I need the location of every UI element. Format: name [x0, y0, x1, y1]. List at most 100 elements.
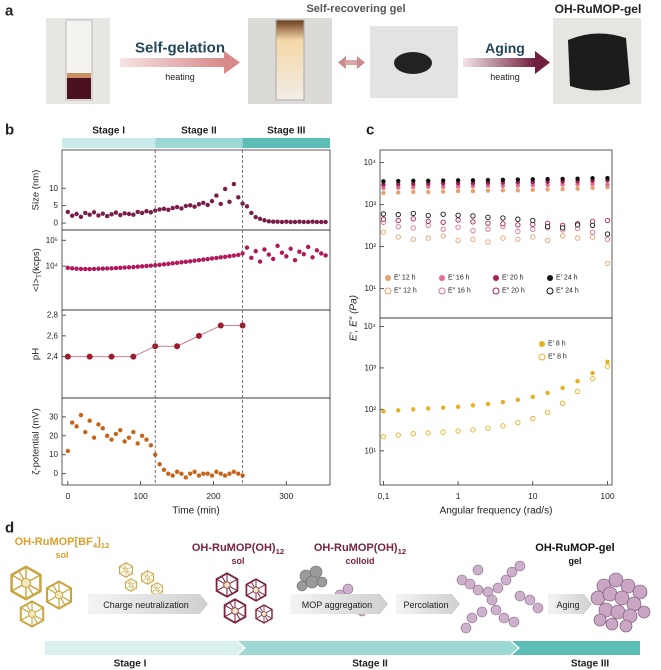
data-point: [74, 211, 79, 217]
text-part: 12: [398, 547, 407, 556]
data-point: [380, 211, 387, 217]
data-point: [148, 443, 154, 448]
data-point: [500, 188, 506, 193]
legend-label: E″ 24 h: [556, 288, 579, 295]
y-tick-label: 2,6: [47, 331, 59, 340]
y-tick-label: 10¹: [364, 446, 376, 455]
y-tick-label: 10¹: [364, 284, 376, 293]
data-point: [530, 394, 535, 400]
data-point: [214, 469, 219, 474]
data-point: [104, 213, 110, 219]
data-point: [257, 259, 263, 264]
data-point: [64, 353, 71, 360]
text-part: T: [36, 274, 43, 278]
data-point: [279, 250, 285, 255]
data-point: [236, 195, 241, 200]
data-point: [589, 376, 596, 382]
data-point: [201, 257, 206, 262]
data-point: [275, 243, 280, 249]
data-point: [174, 469, 180, 474]
data-point: [440, 226, 446, 232]
data-point: [96, 213, 101, 218]
data-point: [131, 212, 136, 217]
data-point: [410, 216, 416, 222]
data-point: [440, 233, 446, 239]
data-point: [590, 176, 595, 181]
data-point: [381, 185, 386, 191]
data-point: [113, 431, 119, 437]
data-point: [222, 254, 228, 259]
data-point: [253, 214, 258, 220]
legend-marker: [384, 287, 392, 295]
data-point: [130, 353, 137, 360]
panel-a: Self-gelation heating Self-recovering ge…: [46, 2, 641, 104]
data-point: [530, 187, 535, 193]
x-tick-label: 0: [65, 491, 70, 501]
step-title: Aging: [485, 40, 525, 56]
data-point: [83, 429, 88, 435]
process-arrows: [88, 594, 592, 614]
data-point: [83, 210, 88, 216]
data-point: [381, 179, 386, 184]
data-point: [305, 219, 311, 225]
panel-label: c: [366, 122, 374, 139]
data-point: [270, 256, 276, 262]
data-point: [455, 184, 461, 189]
step-title: Self-gelation: [135, 40, 225, 57]
data-point: [104, 433, 110, 439]
data-point: [227, 253, 232, 259]
data-point: [500, 215, 506, 221]
data-point: [157, 207, 162, 212]
data-point: [157, 461, 162, 467]
data-point: [201, 471, 206, 476]
data-point: [455, 217, 461, 223]
data-point: [249, 255, 254, 260]
data-point: [297, 249, 302, 254]
data-point: [144, 209, 149, 214]
data-point: [161, 467, 167, 473]
data-point: [187, 471, 193, 476]
data-point: [396, 178, 401, 184]
text-part: 12: [101, 541, 110, 550]
data-point: [122, 265, 127, 270]
data-point: [187, 259, 193, 264]
text-part: (kcps): [31, 248, 42, 274]
data-point: [604, 217, 611, 224]
data-point: [500, 423, 506, 429]
y-tick-label: 0: [54, 469, 59, 478]
species-state: gel: [568, 556, 581, 566]
data-point: [139, 264, 145, 269]
data-point: [65, 448, 71, 454]
data-point: [183, 259, 189, 264]
stage-label: Stage I: [92, 126, 125, 137]
panel-label: a: [5, 3, 14, 20]
data-point: [87, 212, 92, 217]
y-tick-label: 10²: [364, 242, 376, 251]
data-point: [545, 390, 550, 396]
x-tick-label: 1: [456, 491, 461, 501]
legend-label: E′ 8 h: [548, 341, 566, 348]
data-point: [575, 378, 580, 384]
data-point: [253, 248, 258, 254]
mop: [19, 600, 45, 628]
data-point: [575, 186, 580, 191]
data-point: [240, 201, 245, 206]
x-tick-label: 10: [528, 491, 538, 501]
data-point: [559, 225, 566, 231]
data-point: [395, 223, 401, 230]
data-point: [131, 264, 136, 270]
legend-label: E″ 12 h: [394, 288, 417, 295]
data-point: [470, 213, 476, 219]
panel-d-illustrations: [10, 560, 651, 655]
data-point: [284, 254, 289, 259]
species-name: OH-RuMOP[BF4]12: [15, 536, 110, 550]
data-point: [244, 204, 250, 209]
data-point: [244, 245, 250, 250]
plot-frame: [379, 317, 613, 486]
data-point: [305, 244, 311, 250]
text-part: OH-RuMOP(OH): [314, 542, 398, 554]
data-point: [544, 223, 551, 230]
aggregate: [296, 565, 328, 592]
species-name: OH-RuMOP(OH)12: [192, 542, 284, 556]
data-point: [170, 473, 175, 478]
